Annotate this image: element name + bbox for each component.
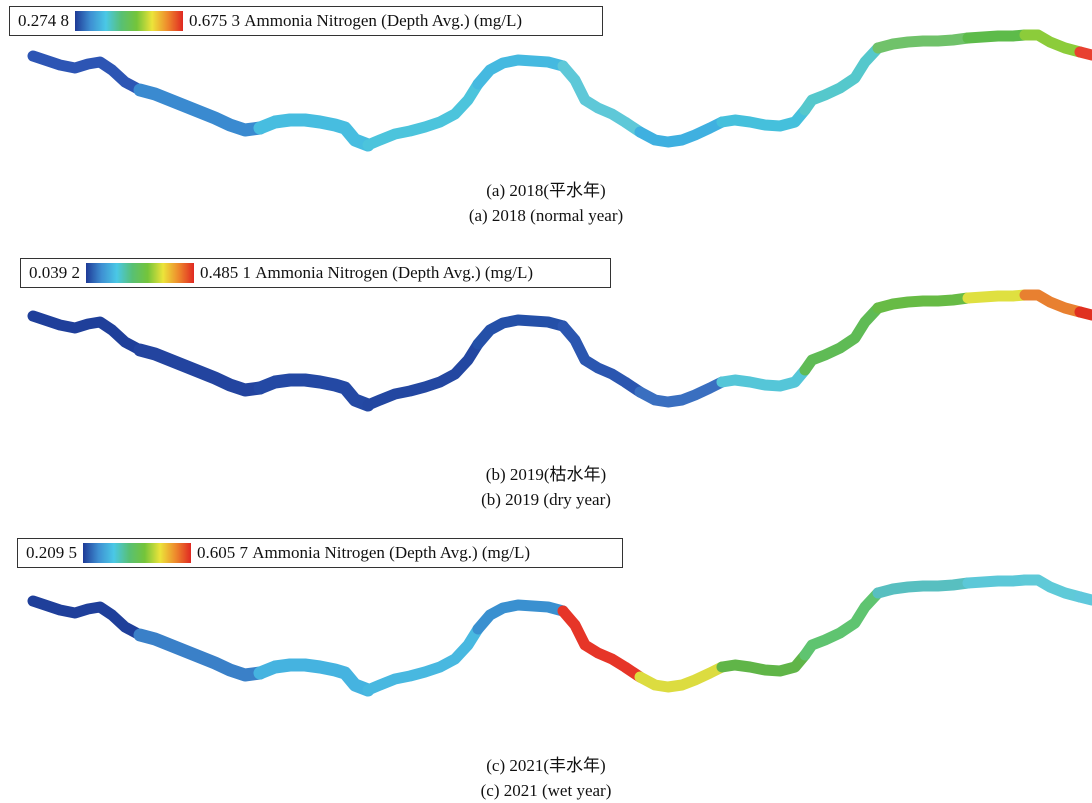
river-segment — [634, 116, 728, 148]
river-segment — [962, 289, 1031, 304]
river-segment — [472, 599, 569, 635]
river-segment — [1019, 574, 1086, 603]
river-segment — [634, 376, 728, 408]
river-segment — [253, 658, 375, 697]
colorbar — [83, 543, 191, 563]
legend-b: 0.039 2 0.485 1 Ammonia Nitrogen (Depth … — [20, 258, 611, 288]
river-segment — [1019, 29, 1086, 58]
river-map-a — [27, 29, 1092, 152]
river-map-b — [27, 289, 1092, 412]
river-segment — [472, 314, 569, 350]
river-segment — [716, 649, 811, 677]
caption-en: (a) 2018 (normal year) — [468, 206, 624, 225]
legend-label: Ammonia Nitrogen (Depth Avg.) (mg/L) — [244, 11, 523, 30]
river-segment — [133, 343, 267, 397]
caption-cn: (c) 2021(丰水年) — [486, 756, 606, 775]
river-segment — [133, 83, 267, 137]
colorbar — [86, 263, 194, 283]
river-segment — [716, 364, 811, 392]
river-segment — [1074, 591, 1092, 606]
legend-max: 0.485 1 — [200, 263, 251, 282]
river-segment — [872, 577, 974, 599]
river-segment — [253, 373, 375, 412]
river-segment — [27, 50, 146, 96]
river-segment — [872, 32, 974, 54]
caption-cn: (b) 2019(枯水年) — [485, 465, 607, 484]
caption-a: (a) 2018(平水年) (a) 2018 (normal year) — [0, 178, 1092, 228]
caption-b: (b) 2019(枯水年) (b) 2019 (dry year) — [0, 462, 1092, 512]
river-segment — [799, 587, 884, 661]
colorbar — [75, 11, 183, 31]
caption-en: (c) 2021 (wet year) — [480, 781, 612, 800]
river-segment — [716, 104, 811, 132]
river-segment — [799, 42, 884, 116]
caption-en: (b) 2019 (dry year) — [481, 490, 611, 509]
legend-c: 0.209 5 0.605 7 Ammonia Nitrogen (Depth … — [17, 538, 623, 568]
river-segment — [1019, 289, 1086, 318]
river-segment — [362, 623, 484, 696]
legend-min: 0.039 2 — [29, 263, 80, 282]
river-segment — [472, 54, 569, 90]
panel-a: 0.274 8 0.675 3 Ammonia Nitrogen (Depth … — [0, 0, 1092, 240]
legend-a: 0.274 8 0.675 3 Ammonia Nitrogen (Depth … — [9, 6, 603, 36]
legend-max: 0.675 3 — [189, 11, 240, 30]
river-segment — [27, 310, 146, 356]
legend-label: Ammonia Nitrogen (Depth Avg.) (mg/L) — [252, 543, 531, 562]
river-map-c — [27, 574, 1092, 697]
caption-c: (c) 2021(丰水年) (c) 2021 (wet year) — [0, 753, 1092, 803]
river-segment — [1074, 306, 1092, 321]
river-segment — [962, 29, 1031, 44]
river-segment — [362, 338, 484, 411]
river-segment — [557, 605, 646, 683]
river-segment — [362, 78, 484, 151]
river-segment — [1074, 46, 1092, 61]
legend-label: Ammonia Nitrogen (Depth Avg.) (mg/L) — [255, 263, 534, 282]
river-segment — [27, 595, 146, 641]
river-segment — [557, 320, 646, 398]
river-segment — [962, 574, 1031, 589]
legend-min: 0.274 8 — [18, 11, 69, 30]
river-segment — [557, 60, 646, 138]
caption-cn: (a) 2018(平水年) — [486, 181, 606, 200]
river-segment — [634, 661, 728, 693]
legend-min: 0.209 5 — [26, 543, 77, 562]
river-segment — [133, 628, 267, 682]
legend-max: 0.605 7 — [197, 543, 248, 562]
river-segment — [872, 292, 974, 314]
river-segment — [253, 113, 375, 152]
river-segment — [799, 302, 884, 376]
panel-b: 0.039 2 0.485 1 Ammonia Nitrogen (Depth … — [0, 258, 1092, 512]
